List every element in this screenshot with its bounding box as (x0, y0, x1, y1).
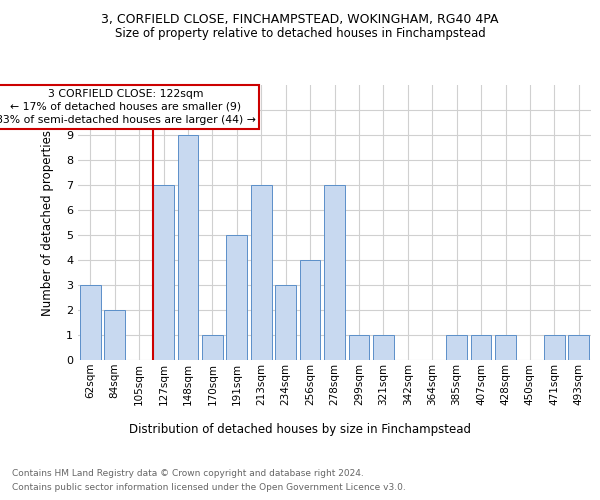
Bar (446, 335, 467, 360)
Bar (544, 335, 565, 360)
Bar (153, 185, 174, 360)
Bar (104, 310, 125, 360)
Text: Distribution of detached houses by size in Finchampstead: Distribution of detached houses by size … (129, 422, 471, 436)
Bar (226, 235, 247, 360)
Text: 3, CORFIELD CLOSE, FINCHAMPSTEAD, WOKINGHAM, RG40 4PA: 3, CORFIELD CLOSE, FINCHAMPSTEAD, WOKING… (101, 12, 499, 26)
Bar (299, 260, 320, 360)
Bar (495, 335, 516, 360)
Text: Contains HM Land Registry data © Crown copyright and database right 2024.: Contains HM Land Registry data © Crown c… (12, 468, 364, 477)
Text: 3 CORFIELD CLOSE: 122sqm
← 17% of detached houses are smaller (9)
83% of semi-de: 3 CORFIELD CLOSE: 122sqm ← 17% of detach… (0, 88, 256, 125)
Bar (324, 185, 345, 360)
Bar (349, 335, 370, 360)
Bar (178, 135, 199, 360)
Bar (470, 335, 491, 360)
Bar (202, 335, 223, 360)
Y-axis label: Number of detached properties: Number of detached properties (41, 130, 53, 316)
Bar (373, 335, 394, 360)
Text: Contains public sector information licensed under the Open Government Licence v3: Contains public sector information licen… (12, 484, 406, 492)
Bar (251, 185, 272, 360)
Bar (80, 285, 101, 360)
Bar (275, 285, 296, 360)
Bar (568, 335, 589, 360)
Text: Size of property relative to detached houses in Finchampstead: Size of property relative to detached ho… (115, 28, 485, 40)
